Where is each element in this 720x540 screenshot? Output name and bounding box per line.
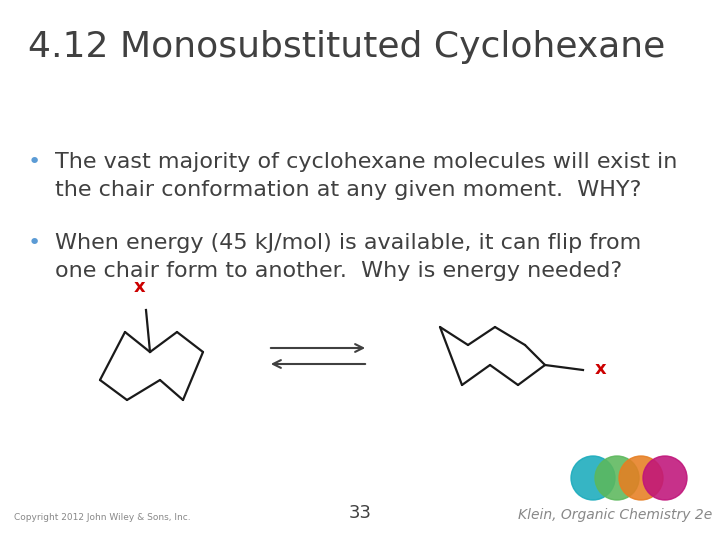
- Text: When energy (45 kJ/mol) is available, it can flip from: When energy (45 kJ/mol) is available, it…: [55, 233, 642, 253]
- Text: Klein, Organic Chemistry 2e: Klein, Organic Chemistry 2e: [518, 508, 712, 522]
- Text: one chair form to another.  Why is energy needed?: one chair form to another. Why is energy…: [55, 261, 622, 281]
- Text: x: x: [134, 278, 146, 296]
- Text: 4.12 Monosubstituted Cyclohexane: 4.12 Monosubstituted Cyclohexane: [28, 30, 665, 64]
- Text: 33: 33: [348, 504, 372, 522]
- Text: •: •: [28, 152, 41, 172]
- Circle shape: [643, 456, 687, 500]
- Text: the chair conformation at any given moment.  WHY?: the chair conformation at any given mome…: [55, 180, 642, 200]
- Text: x: x: [595, 360, 607, 378]
- Circle shape: [595, 456, 639, 500]
- Circle shape: [571, 456, 615, 500]
- Text: •: •: [28, 233, 41, 253]
- Text: Copyright 2012 John Wiley & Sons, Inc.: Copyright 2012 John Wiley & Sons, Inc.: [14, 513, 191, 522]
- Circle shape: [619, 456, 663, 500]
- Text: The vast majority of cyclohexane molecules will exist in: The vast majority of cyclohexane molecul…: [55, 152, 678, 172]
